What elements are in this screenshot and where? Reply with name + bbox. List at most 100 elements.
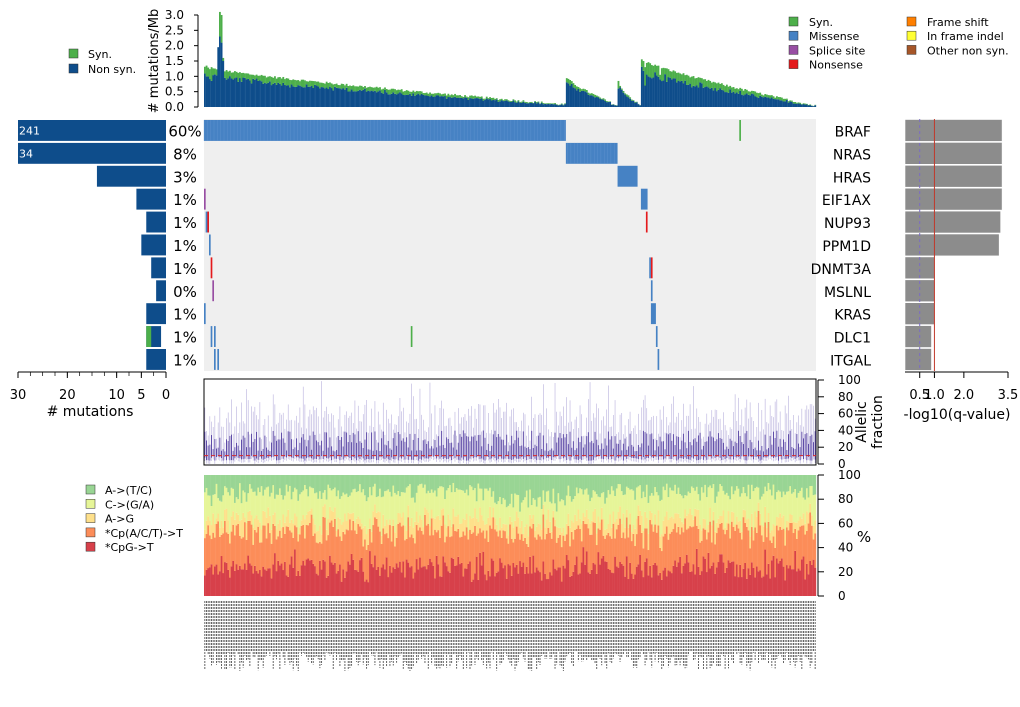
matrix-cell-ppm1d (209, 234, 211, 256)
spectrum-segment (445, 566, 448, 596)
spectrum-segment (779, 560, 782, 596)
top-bar-nonsyn (269, 81, 271, 107)
top-bar-nonsyn (407, 95, 410, 107)
top-bar-syn (304, 80, 306, 88)
spectrum-segment (670, 490, 673, 517)
top-bar-nonsyn (439, 96, 441, 107)
spectrum-segment (597, 516, 600, 529)
spectrum-segment (225, 532, 228, 563)
spectrum-segment (730, 561, 733, 596)
spectrum-segment (564, 541, 567, 569)
spectrum-segment (745, 526, 748, 579)
spectrum-segment (539, 524, 542, 537)
spectrum-segment (617, 484, 620, 512)
spectrum-segment (280, 495, 283, 528)
spectrum-segment (597, 496, 600, 517)
top-bar-nonsyn (397, 93, 400, 107)
spectrum-segment (680, 573, 683, 596)
top-bar-syn (370, 87, 373, 91)
top-bar-nonsyn (692, 85, 695, 107)
spectrum-segment (369, 487, 371, 519)
top-bar-nonsyn (274, 82, 276, 107)
spectrum-segment (309, 560, 311, 596)
spectrum-segment (227, 492, 230, 521)
spectrum-segment (277, 475, 280, 495)
top-bar-nonsyn (525, 103, 528, 107)
spectrum-segment (697, 494, 700, 510)
spectrum-segment (445, 527, 448, 537)
spectrum-segment (630, 532, 633, 542)
spectrum-segment (297, 475, 300, 501)
spectrum-segment (360, 475, 363, 493)
spectrum-segment (639, 485, 642, 511)
spectrum-segment (380, 535, 383, 544)
spectrum-segment (519, 539, 522, 562)
spectrum-segment (770, 475, 773, 496)
spectrum-segment (615, 566, 618, 596)
top-bar-syn (590, 93, 593, 96)
spectrum-segment (545, 491, 548, 520)
spectrum-segment (297, 500, 300, 534)
spectrum-segment (470, 475, 473, 487)
top-bar-nonsyn (444, 96, 446, 107)
top-bar-nonsyn (774, 99, 777, 107)
spectrum-segment (644, 475, 647, 498)
spectrum-segment (344, 513, 346, 535)
spectrum-segment (715, 567, 718, 596)
top-bar-nonsyn (512, 100, 515, 107)
top-legend-nonsyn-swatch (68, 63, 79, 74)
top-bar-nonsyn (292, 86, 295, 107)
spectrum-segment (575, 487, 578, 521)
top-bar-nonsyn (437, 95, 440, 107)
spectrum-segment (264, 569, 266, 596)
spectrum-segment (760, 535, 763, 578)
spectrum-segment (687, 475, 690, 492)
spectrum-segment (590, 569, 593, 596)
spectrum-segment (314, 475, 316, 494)
spectrum-segment (542, 490, 545, 505)
spectrum-segment (667, 539, 670, 571)
spectrum-segment (502, 497, 505, 524)
spectrum-segment (327, 575, 330, 596)
spectrum-segment (700, 571, 703, 596)
top-bar-nonsyn (212, 75, 215, 107)
count-bar-braf (18, 120, 166, 141)
spectrum-segment (792, 533, 795, 570)
spectrum-segment (420, 519, 423, 531)
spectrum-segment (380, 543, 383, 568)
spectrum-segment (334, 562, 336, 596)
spectrum-segment (744, 562, 747, 596)
top-bar-syn (592, 93, 595, 97)
top-bar-syn (255, 74, 258, 79)
spectrum-segment (224, 486, 226, 510)
spectrum-segment (662, 536, 665, 571)
spectrum-segment (469, 561, 472, 596)
top-bar-syn (399, 89, 401, 93)
spectrum-segment (497, 530, 500, 537)
top-bar-nonsyn (210, 80, 213, 107)
top-bar-syn (207, 67, 210, 77)
spectrum-segment (779, 526, 782, 561)
top-bar-syn (439, 93, 441, 97)
top-bar-syn (797, 102, 800, 104)
spectrum-segment (204, 529, 206, 539)
top-bar-syn (392, 88, 395, 93)
spectrum-segment (725, 530, 728, 568)
top-bar-syn (347, 86, 350, 92)
top-bar-syn (750, 90, 753, 94)
top-bar-syn (622, 90, 625, 93)
top-bar-syn (432, 93, 435, 97)
top-bar-syn (540, 101, 543, 103)
spectrum-segment (510, 475, 513, 494)
spectrum-segment (365, 549, 368, 580)
spectrum-segment (634, 546, 637, 575)
spectrum-segment (394, 546, 396, 569)
spectrum-segment (359, 475, 361, 485)
spectrum-segment (447, 526, 450, 572)
spectrum-segment (760, 475, 763, 497)
spectrum-segment (495, 572, 498, 596)
spectrum-segment (484, 488, 487, 525)
spectrum-segment (215, 564, 218, 596)
spectrum-segment (615, 518, 618, 530)
top-bar-syn (265, 77, 268, 84)
